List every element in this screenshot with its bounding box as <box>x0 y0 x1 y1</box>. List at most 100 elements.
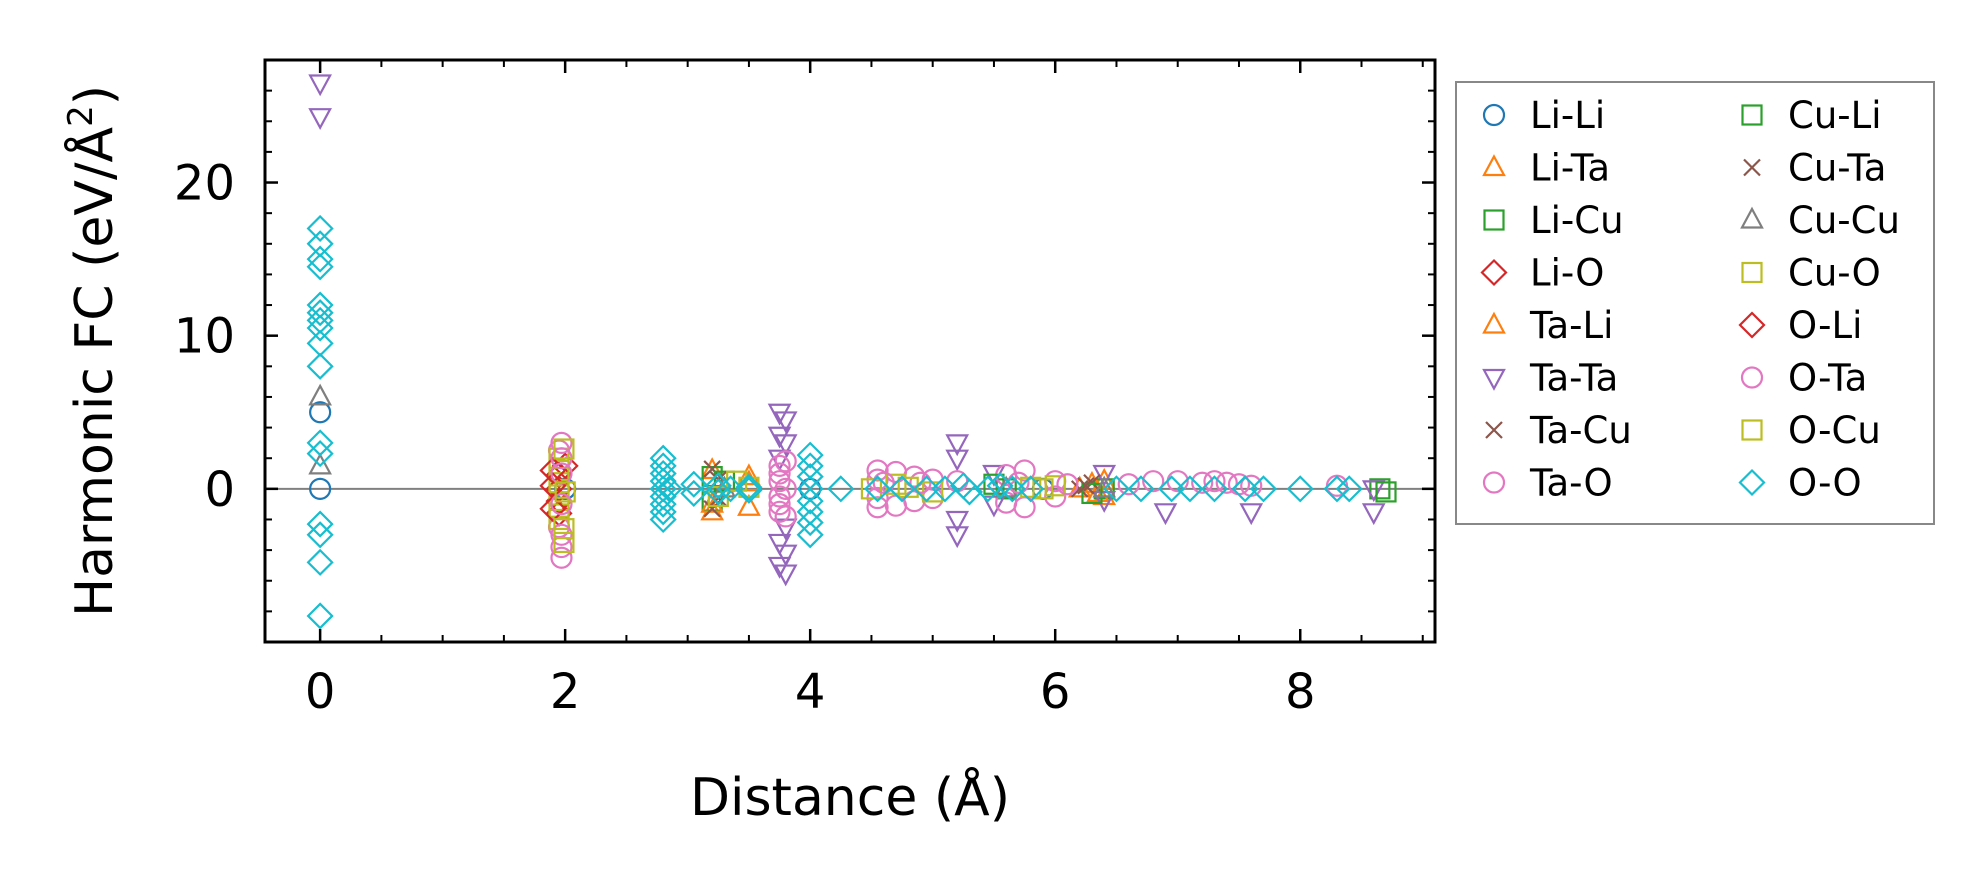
point-cu-li-3 <box>1375 481 1397 503</box>
point-o-o-61-shape <box>1335 475 1363 503</box>
point-ta-ta-23 <box>1361 480 1386 503</box>
point-o-o-23-shape <box>649 498 677 526</box>
legend-label-li-o: Li-O <box>1530 252 1604 295</box>
point-ta-o-8 <box>774 477 797 500</box>
point-o-o-32 <box>735 476 763 504</box>
point-ta-ta-12-shape <box>945 434 970 457</box>
point-o-o-9-shape <box>306 352 334 380</box>
point-o-o-53-shape <box>1127 475 1155 503</box>
legend-marker-ta-cu <box>1485 421 1503 439</box>
point-ta-ta-16-shape <box>982 495 1006 518</box>
legend-item-li-li: Li-Li <box>1482 94 1605 137</box>
point-ta-ta-13 <box>945 449 970 472</box>
point-o-o-39-shape <box>796 508 824 537</box>
legend-marker-li-li-shape <box>1482 103 1506 127</box>
point-o-o-55 <box>1176 475 1204 503</box>
legend-marker-cu-cu <box>1740 206 1764 229</box>
x-tick-label-3: 6 <box>1040 664 1071 720</box>
legend-label-o-ta: O-Ta <box>1788 357 1867 400</box>
x-axis-title: Distance (Å) <box>690 766 1010 828</box>
legend-item-o-o: O-O <box>1738 462 1862 505</box>
point-o-o-60-shape <box>1323 475 1351 503</box>
point-o-o-7-shape <box>306 314 334 342</box>
point-ta-ta-5 <box>773 434 798 457</box>
point-o-o-12-shape <box>306 510 334 538</box>
point-ta-ta-6-shape <box>767 449 792 472</box>
point-cu-cu-4-shape <box>1092 475 1117 498</box>
point-ta-o-24 <box>1044 485 1067 508</box>
point-o-ta-7-shape <box>774 450 797 473</box>
point-o-o-25-shape <box>655 475 683 503</box>
legend-label-ta-cu: Ta-Cu <box>1529 409 1632 452</box>
point-o-cu-1 <box>553 518 575 540</box>
point-o-ta-14-shape <box>1117 473 1140 496</box>
point-o-o-24 <box>649 505 677 534</box>
series-o-o <box>306 214 1363 630</box>
point-o-o-54-shape <box>1158 475 1186 503</box>
point-ta-ta-11-shape <box>773 564 798 587</box>
point-ta-ta-15 <box>945 526 970 549</box>
point-ta-o-15-shape <box>903 465 926 488</box>
point-ta-o-17-shape <box>921 468 944 491</box>
legend-marker-cu-li <box>1741 104 1763 126</box>
point-o-o-40-shape <box>796 521 824 549</box>
point-o-ta-8-shape <box>774 505 797 528</box>
legend-label-cu-ta: Cu-Ta <box>1788 147 1886 190</box>
point-cu-o-1 <box>548 496 570 518</box>
point-ta-o-7-shape <box>768 500 791 523</box>
point-o-o-2-shape <box>306 245 334 273</box>
point-o-o-6 <box>306 306 334 334</box>
point-cu-o-6-shape <box>707 485 729 508</box>
legend-marker-li-ta-shape <box>1482 154 1506 177</box>
legend-item-cu-o: Cu-O <box>1741 252 1881 295</box>
point-o-o-16 <box>649 444 677 472</box>
legend-marker-o-li <box>1738 311 1766 339</box>
point-cu-o-12 <box>1044 475 1066 497</box>
point-ta-o-24-shape <box>1044 485 1067 508</box>
point-o-o-51 <box>1017 475 1045 503</box>
point-ta-ta-10 <box>767 556 792 579</box>
legend-label-cu-li: Cu-Li <box>1788 94 1882 137</box>
point-o-o-8 <box>306 329 334 357</box>
point-ta-ta-9-shape <box>773 544 798 567</box>
legend-label-o-cu: O-Cu <box>1788 409 1881 452</box>
point-o-ta-5 <box>550 462 573 485</box>
point-cu-ta-2 <box>1077 477 1095 495</box>
point-cu-o-8 <box>860 478 883 500</box>
legend-marker-o-o <box>1738 468 1766 497</box>
point-cu-li-2 <box>1081 482 1103 505</box>
point-o-o-31-shape <box>735 473 763 501</box>
point-cu-o-6 <box>707 485 729 508</box>
point-ta-ta-22-shape <box>1361 503 1386 526</box>
point-o-ta-0-shape <box>550 431 573 454</box>
point-o-o-14 <box>306 548 334 576</box>
point-o-ta-0 <box>550 431 573 454</box>
point-o-o-43 <box>888 475 916 503</box>
point-o-o-41 <box>827 475 855 503</box>
point-ta-o-4-shape <box>768 470 791 493</box>
x-tick-label-4: 8 <box>1285 664 1316 720</box>
legend-item-cu-li: Cu-Li <box>1741 94 1882 137</box>
point-cu-ta-2-shape <box>1077 477 1095 495</box>
point-o-o-4-shape <box>306 291 334 319</box>
legend-marker-cu-li-shape <box>1741 104 1763 126</box>
point-o-o-14-shape <box>306 548 334 576</box>
point-ta-o-17 <box>921 468 944 491</box>
point-o-ta-3 <box>550 535 573 559</box>
point-cu-cu-0 <box>308 383 332 406</box>
point-o-ta-4 <box>550 546 573 569</box>
point-o-cu-1-shape <box>553 518 575 540</box>
point-ta-ta-20-shape <box>1153 503 1178 526</box>
point-o-o-37 <box>796 487 824 515</box>
point-o-o-24-shape <box>649 505 677 534</box>
point-o-ta-9-shape <box>872 471 895 494</box>
point-o-ta-8 <box>774 505 797 528</box>
x-tick-label-2: 4 <box>795 664 826 720</box>
point-ta-o-7 <box>768 500 791 523</box>
point-o-ta-10 <box>909 471 932 494</box>
point-o-o-6-shape <box>306 306 334 334</box>
point-o-o-39 <box>796 508 824 537</box>
point-cu-o-1-shape <box>548 496 570 518</box>
point-li-li-0-shape <box>309 477 332 500</box>
point-ta-ta-14 <box>945 510 970 533</box>
